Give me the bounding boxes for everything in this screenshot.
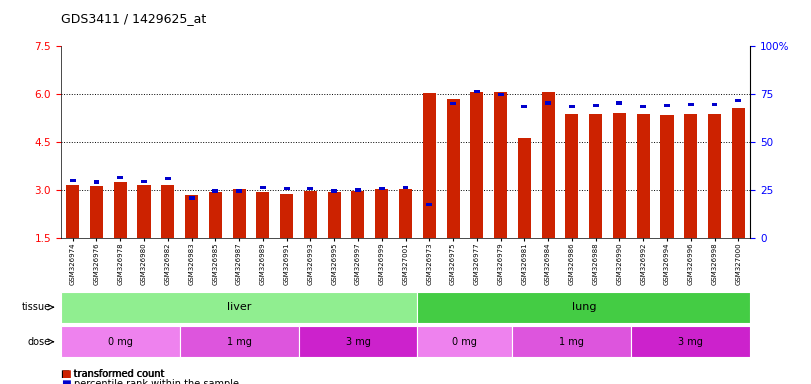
Bar	[708, 114, 721, 238]
Bar	[542, 91, 555, 238]
Bar	[233, 189, 246, 238]
Bar	[474, 90, 480, 93]
Bar	[664, 104, 670, 107]
Bar	[423, 93, 436, 238]
Text: 0 mg: 0 mg	[453, 337, 478, 347]
Bar	[304, 191, 317, 238]
Bar	[90, 186, 103, 238]
Bar	[67, 185, 79, 238]
Bar	[640, 104, 646, 108]
Bar	[470, 91, 483, 238]
Text: 1 mg: 1 mg	[560, 337, 585, 347]
Bar	[418, 292, 750, 323]
Bar	[307, 187, 313, 190]
Bar	[375, 189, 388, 238]
Bar	[616, 101, 622, 104]
Bar	[70, 179, 75, 182]
Bar	[418, 326, 513, 357]
Bar	[688, 103, 693, 106]
Bar	[427, 203, 432, 206]
Bar	[93, 180, 100, 184]
Bar	[517, 138, 531, 238]
Text: liver: liver	[227, 302, 251, 312]
Bar	[298, 326, 418, 357]
Bar	[402, 186, 409, 189]
Bar	[328, 192, 341, 238]
Text: GDS3411 / 1429625_at: GDS3411 / 1429625_at	[61, 12, 206, 25]
Bar	[208, 192, 222, 238]
Bar	[236, 189, 242, 193]
Bar	[355, 189, 361, 192]
Bar	[61, 326, 180, 357]
Bar	[513, 326, 631, 357]
Bar	[280, 194, 294, 238]
Bar	[161, 185, 174, 238]
Text: ■: ■	[61, 369, 71, 379]
Bar	[118, 176, 123, 179]
Text: 0 mg: 0 mg	[108, 337, 133, 347]
Text: ■: ■	[61, 379, 71, 384]
Bar	[545, 101, 551, 104]
Text: transformed count: transformed count	[74, 369, 165, 379]
Bar	[331, 189, 337, 193]
Text: 1 mg: 1 mg	[226, 337, 251, 347]
Bar	[637, 114, 650, 238]
Text: 3 mg: 3 mg	[345, 337, 371, 347]
Text: tissue: tissue	[21, 302, 50, 312]
Bar	[711, 103, 718, 106]
Bar	[736, 99, 741, 102]
Text: percentile rank within the sample: percentile rank within the sample	[74, 379, 238, 384]
Bar	[450, 102, 456, 105]
Bar	[189, 197, 195, 200]
Bar	[569, 104, 575, 108]
Bar	[185, 195, 198, 238]
Bar	[284, 187, 290, 190]
Bar	[141, 180, 147, 183]
Bar	[494, 92, 507, 238]
Bar	[260, 186, 266, 189]
Bar	[593, 104, 599, 107]
Bar	[399, 189, 412, 238]
Text: lung: lung	[572, 302, 596, 312]
Bar	[180, 326, 298, 357]
Bar	[565, 114, 578, 238]
Bar	[165, 177, 171, 180]
Text: dose: dose	[28, 337, 50, 347]
Bar	[613, 113, 626, 238]
Text: 3 mg: 3 mg	[678, 337, 703, 347]
Bar	[447, 99, 460, 238]
Bar	[684, 114, 697, 238]
Text: ■ transformed count: ■ transformed count	[61, 369, 164, 379]
Bar	[498, 93, 504, 96]
Bar	[521, 104, 527, 108]
Bar	[589, 114, 603, 238]
Bar	[660, 115, 673, 238]
Bar	[631, 326, 750, 357]
Bar	[732, 109, 744, 238]
Bar	[379, 187, 384, 190]
Bar	[61, 292, 418, 323]
Bar	[212, 189, 218, 193]
Bar	[114, 182, 127, 238]
Bar	[256, 192, 269, 238]
Bar	[351, 191, 364, 238]
Bar	[138, 185, 151, 238]
